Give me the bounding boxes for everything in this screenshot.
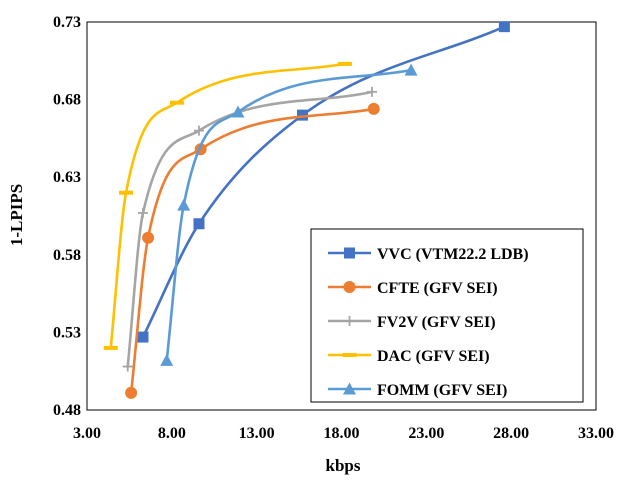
series-triangle bbox=[160, 63, 418, 366]
x-axis-title: kbps bbox=[326, 456, 361, 475]
data-point bbox=[367, 102, 380, 115]
x-tick-label: 18.00 bbox=[324, 425, 360, 442]
y-tick-label: 0.73 bbox=[53, 14, 81, 31]
y-tick-label: 0.63 bbox=[53, 169, 81, 186]
legend-label: VVC (VTM22.2 LDB) bbox=[377, 246, 529, 263]
data-point bbox=[296, 109, 308, 121]
legend-entry: FOMM (GFV SEI) bbox=[328, 382, 507, 399]
y-tick-label: 0.48 bbox=[53, 402, 81, 419]
legend-box bbox=[310, 228, 584, 403]
data-point bbox=[160, 353, 174, 366]
data-point bbox=[119, 190, 134, 195]
data-point bbox=[193, 125, 204, 136]
series-line bbox=[109, 62, 347, 350]
y-tick-label: 0.68 bbox=[53, 92, 81, 109]
series-line bbox=[126, 90, 374, 368]
legend-entry: FV2V (GFV SEI) bbox=[328, 314, 496, 331]
legend-marker bbox=[344, 247, 355, 259]
legend-label: CFTE (GFV SEI) bbox=[377, 280, 498, 297]
series-plus bbox=[122, 86, 378, 372]
y-tick-labels: 0.48 0.53 0.58 0.63 0.68 0.73 bbox=[53, 14, 81, 419]
legend-entry: CFTE (GFV SEI) bbox=[328, 280, 498, 297]
data-point bbox=[231, 105, 245, 118]
legend: VVC (VTM22.2 LDB) CFTE (GFV SEI) FV2V (GFV… bbox=[310, 228, 584, 403]
legend-marker bbox=[342, 353, 357, 357]
x-tick-label: 3.00 bbox=[73, 425, 101, 442]
legend-marker bbox=[344, 316, 355, 326]
x-tick-label: 33.00 bbox=[578, 425, 614, 442]
x-tick-label: 23.00 bbox=[408, 425, 444, 442]
data-point bbox=[404, 63, 418, 76]
x-tick-label: 8.00 bbox=[158, 425, 186, 442]
data-point bbox=[142, 231, 155, 244]
legend-entry: DAC (GFV SEI) bbox=[328, 348, 490, 365]
y-axis-title: 1-LPIPS bbox=[7, 184, 26, 246]
data-point bbox=[137, 331, 149, 343]
legend-marker bbox=[343, 382, 356, 395]
data-point bbox=[137, 207, 148, 218]
x-tick-label: 13.00 bbox=[239, 425, 275, 442]
data-point bbox=[103, 345, 118, 350]
series-dash bbox=[103, 61, 352, 350]
y-tick-label: 0.53 bbox=[53, 324, 81, 341]
data-point bbox=[498, 21, 510, 33]
plot-frame bbox=[86, 21, 597, 411]
x-tick-label: 28.00 bbox=[493, 425, 529, 442]
data-point bbox=[125, 386, 138, 399]
series-line bbox=[129, 107, 376, 395]
series-circle bbox=[125, 102, 380, 399]
legend-entry: VVC (VTM22.2 LDB) bbox=[328, 246, 529, 263]
legend-label: FOMM (GFV SEI) bbox=[377, 382, 507, 399]
data-point bbox=[367, 86, 378, 97]
y-tick-label: 0.58 bbox=[53, 247, 81, 264]
legend-label: DAC (GFV SEI) bbox=[377, 348, 490, 365]
data-point bbox=[337, 61, 352, 66]
plot-axes bbox=[86, 21, 597, 411]
series-line bbox=[165, 68, 413, 362]
x-tick-labels: 3.00 8.00 13.00 18.00 23.00 28.00 33.00 bbox=[73, 425, 614, 442]
legend-marker bbox=[343, 281, 356, 293]
legend-label: FV2V (GFV SEI) bbox=[377, 314, 496, 331]
data-point bbox=[122, 361, 133, 372]
data-point bbox=[177, 198, 191, 211]
data-point bbox=[193, 218, 205, 230]
series-layer bbox=[103, 21, 510, 399]
data-point bbox=[169, 100, 184, 105]
